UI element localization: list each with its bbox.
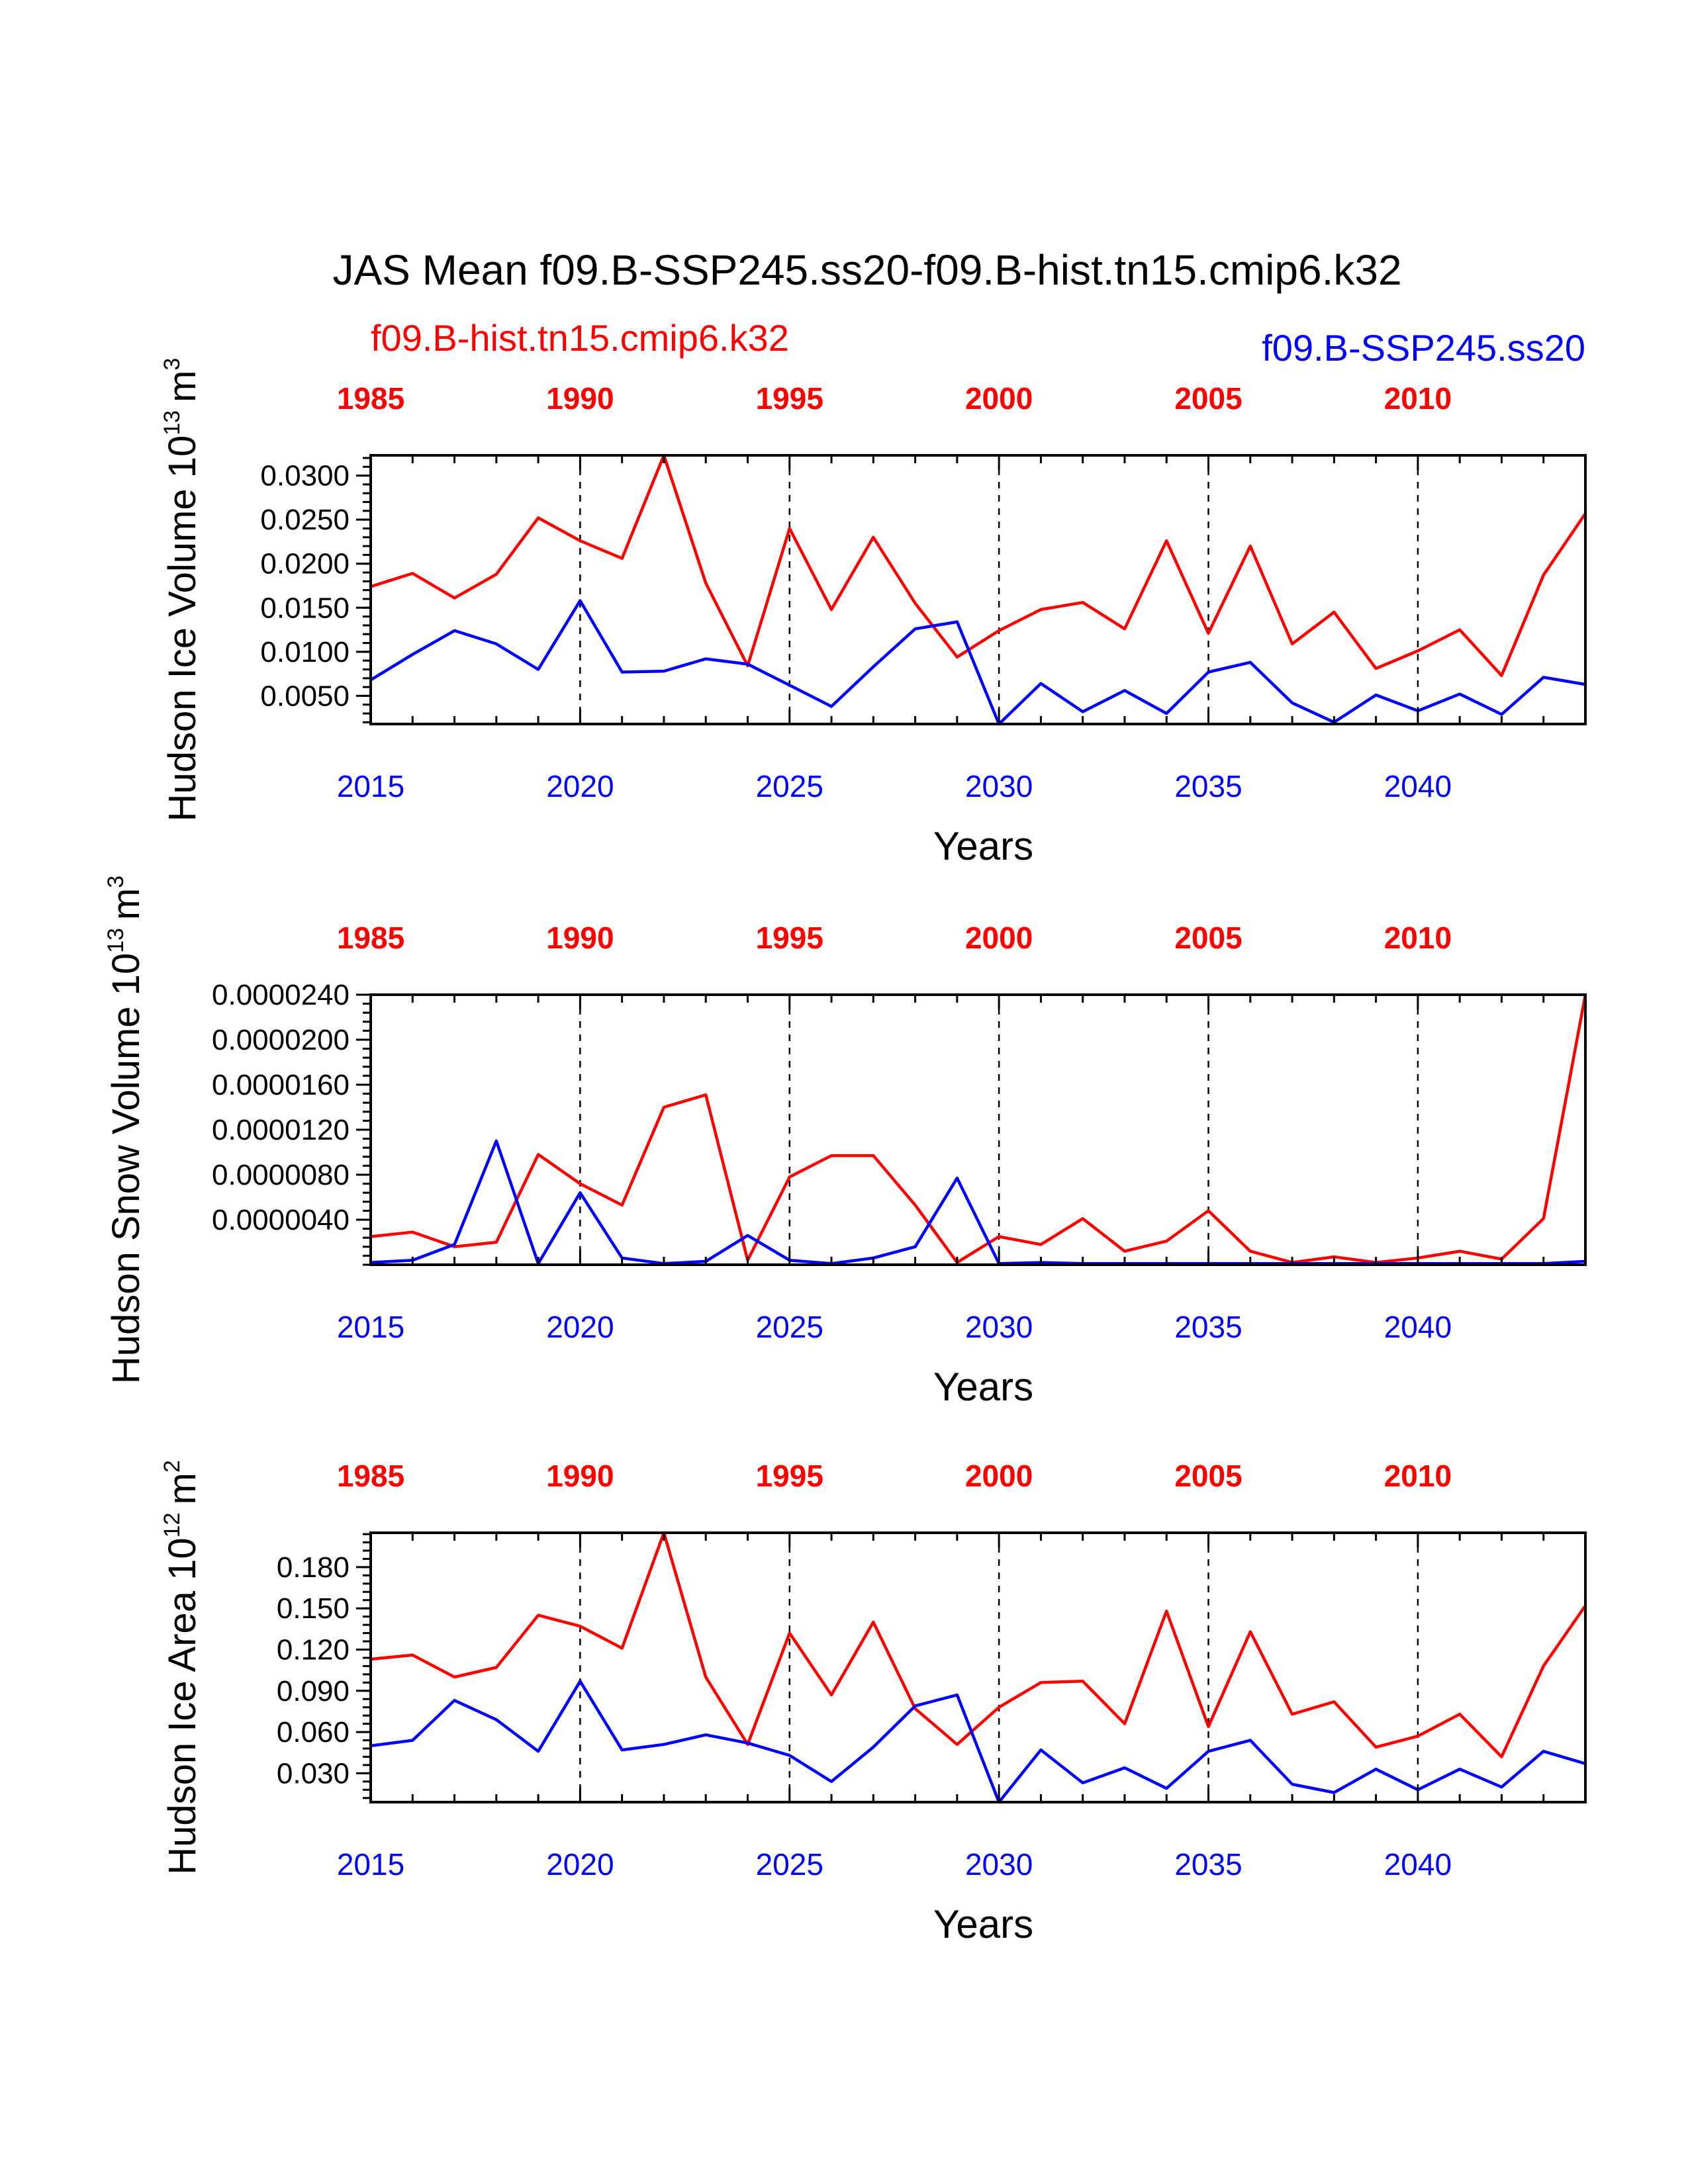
ice-area-y-axis-label: Hudson Ice Area 1012m2	[160, 1460, 204, 1875]
snow-volume-top-tick-label-2005: 2005	[1174, 921, 1242, 955]
ice-volume-bottom-tick-label-2035: 2035	[1174, 769, 1242, 803]
ice-area-series-hist-line	[370, 1531, 1587, 1758]
ice-area-bottom-tick-label-2025: 2025	[756, 1847, 823, 1882]
ice-volume-panel: 2015 2020 2025 2030 2035 2040 1985 1990 1995 2000…	[160, 358, 1587, 868]
ice-volume-top-tick-label-1990: 1990	[546, 381, 614, 416]
ice-volume-bottom-tick-label-2030: 2030	[965, 769, 1033, 803]
snow-volume-y-tick-label: 0.0000160	[212, 1069, 350, 1101]
ice-area-bottom-tick-label-2015: 2015	[337, 1847, 404, 1882]
ice-area-top-tick-label-2010: 2010	[1384, 1459, 1452, 1493]
ice-volume-y-tick-label: 0.0150	[260, 592, 350, 624]
hist-case-title: f09.B-hist.tn15.cmip6.k32	[371, 317, 789, 359]
ice-volume-top-tick-label-2010: 2010	[1384, 381, 1452, 416]
ice-area-plot-frame	[369, 1531, 1587, 1803]
ice-volume-y-axis-label: Hudson Ice Volume 1013m3	[160, 358, 204, 822]
ice-volume-series-ssp-line	[369, 599, 1586, 726]
ice-area-y-tick-label: 0.090	[277, 1675, 350, 1707]
snow-volume-series-hist-line	[370, 994, 1587, 1264]
snow-volume-bottom-tick-label-2020: 2020	[546, 1310, 614, 1344]
ice-area-bottom-tick-label-2035: 2035	[1174, 1847, 1242, 1882]
ice-area-x-axis-label: Years	[933, 1902, 1033, 1946]
snow-volume-top-tick-label-1990: 1990	[546, 921, 614, 955]
snow-volume-bottom-tick-label-2035: 2035	[1174, 1310, 1242, 1344]
ice-volume-bottom-tick-label-2040: 2040	[1384, 769, 1452, 803]
figure-title: JAS Mean f09.B-SSP245.ss20-f09.B-hist.tn…	[332, 246, 1401, 294]
snow-volume-bottom-tick-label-2040: 2040	[1384, 1310, 1452, 1344]
ice-volume-bottom-tick-label-2020: 2020	[546, 769, 614, 803]
ice-volume-top-tick-label-1995: 1995	[756, 381, 823, 416]
ice-area-top-tick-label-2005: 2005	[1174, 1459, 1242, 1493]
ice-area-top-tick-label-1995: 1995	[756, 1459, 823, 1493]
snow-volume-y-tick-label: 0.0000080	[212, 1159, 350, 1191]
ice-volume-bottom-tick-label-2015: 2015	[337, 769, 404, 803]
ice-volume-y-tick-label: 0.0250	[260, 504, 350, 536]
snow-volume-y-tick-label: 0.0000120	[212, 1114, 350, 1146]
ice-volume-y-tick-label: 0.0100	[260, 636, 350, 668]
snow-volume-top-tick-label-2000: 2000	[965, 921, 1033, 955]
ice-area-top-tick-label-1990: 1990	[546, 1459, 614, 1493]
ice-area-y-tick-label: 0.030	[277, 1757, 350, 1790]
ice-volume-y-tick-label: 0.0300	[260, 460, 350, 492]
ice-area-y-tick-label: 0.150	[277, 1592, 350, 1625]
ice-volume-x-axis-label: Years	[933, 824, 1033, 868]
ice-area-bottom-tick-label-2040: 2040	[1384, 1847, 1452, 1882]
ice-area-top-tick-label-1985: 1985	[337, 1459, 404, 1493]
ice-area-bottom-tick-label-2030: 2030	[965, 1847, 1033, 1882]
snow-volume-y-tick-label: 0.0000200	[212, 1024, 350, 1056]
snow-volume-top-tick-label-1985: 1985	[337, 921, 404, 955]
ice-volume-bottom-tick-label-2025: 2025	[756, 769, 823, 803]
ice-area-y-tick-label: 0.120	[277, 1634, 350, 1666]
ice-area-bottom-tick-label-2020: 2020	[546, 1847, 614, 1882]
ice-volume-top-tick-label-2005: 2005	[1174, 381, 1242, 416]
snow-volume-y-tick-label: 0.0000240	[212, 979, 350, 1011]
ice-area-series-ssp-line	[370, 1680, 1586, 1804]
ice-volume-series-hist-line	[370, 453, 1587, 678]
snow-volume-top-tick-label-2010: 2010	[1384, 921, 1452, 955]
ice-area-y-tick-label: 0.060	[277, 1716, 350, 1749]
ice-area-y-tick-label: 0.180	[277, 1551, 350, 1584]
snow-volume-y-axis-label: Hudson Snow Volume 1013m3	[103, 876, 148, 1384]
snow-volume-x-axis-label: Years	[933, 1365, 1033, 1409]
ice-volume-plot-frame	[369, 454, 1587, 725]
snow-volume-bottom-tick-label-2025: 2025	[756, 1310, 823, 1344]
snow-volume-y-tick-label: 0.0000040	[212, 1204, 350, 1236]
ssp-case-title: f09.B-SSP245.ss20	[1262, 327, 1585, 369]
snow-volume-series-ssp-line	[370, 1139, 1586, 1265]
ice-volume-y-tick-label: 0.0200	[260, 548, 350, 580]
ice-volume-y-tick-label: 0.0050	[260, 680, 350, 712]
snow-volume-bottom-tick-label-2030: 2030	[965, 1310, 1033, 1344]
ice-volume-top-tick-label-1985: 1985	[337, 381, 404, 416]
snow-volume-top-tick-label-1995: 1995	[756, 921, 823, 955]
ice-volume-top-tick-label-2000: 2000	[965, 381, 1033, 416]
ice-area-top-tick-label-2000: 2000	[965, 1459, 1033, 1493]
snow-volume-panel: 2015 2020 2025 2030 2035 2040 1985 1990 1995 2000…	[103, 876, 1587, 1409]
snow-volume-bottom-tick-label-2015: 2015	[337, 1310, 404, 1344]
ice-area-panel: 2015 2020 2025 2030 2035 2040 1985 1990 1995 2000…	[160, 1459, 1587, 1946]
